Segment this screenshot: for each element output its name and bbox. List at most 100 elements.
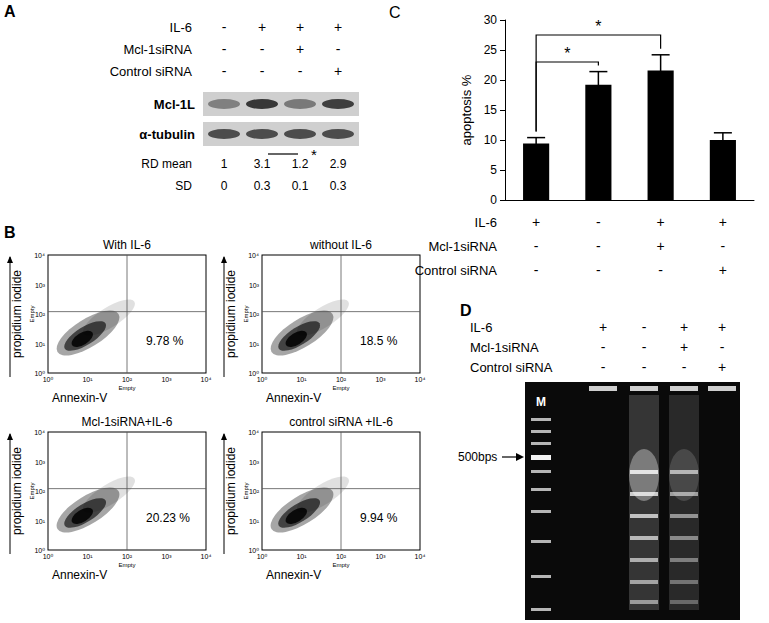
svg-text:apoptosis %: apoptosis % (459, 74, 474, 145)
svg-text:10¹: 10¹ (35, 518, 46, 525)
svg-text:500bps: 500bps (458, 450, 497, 464)
svg-text:Control siRNA: Control siRNA (470, 360, 553, 375)
svg-text:-: - (336, 41, 341, 57)
svg-text:10²: 10² (249, 311, 260, 318)
svg-text:10³: 10³ (35, 459, 46, 466)
svg-text:10¹: 10¹ (249, 518, 260, 525)
svg-text:30: 30 (484, 13, 498, 27)
svg-text:+: + (258, 19, 266, 35)
svg-text:*: * (564, 45, 570, 62)
svg-text:0.1: 0.1 (292, 179, 309, 193)
svg-text:Empty: Empty (29, 482, 35, 499)
svg-text:10³: 10³ (249, 282, 260, 289)
svg-text:10¹: 10¹ (296, 376, 307, 383)
svg-text:+: + (296, 19, 304, 35)
svg-text:10⁰: 10⁰ (34, 547, 45, 554)
svg-text:1.2: 1.2 (292, 157, 309, 171)
svg-text:IL-6: IL-6 (475, 215, 497, 230)
svg-text:Mcl-1siRNA+IL-6: Mcl-1siRNA+IL-6 (81, 415, 172, 429)
svg-text:propidium iodide: propidium iodide (224, 447, 238, 535)
svg-text:*: * (595, 18, 601, 35)
svg-text:IL-6: IL-6 (470, 320, 492, 335)
svg-text:10¹: 10¹ (296, 553, 307, 560)
svg-text:Mcl-1L: Mcl-1L (154, 97, 195, 112)
svg-text:10⁰: 10⁰ (43, 553, 54, 560)
svg-text:Annexin-V: Annexin-V (266, 568, 321, 582)
svg-text:+: + (334, 19, 342, 35)
svg-text:Empty: Empty (243, 305, 249, 322)
svg-text:-: - (534, 238, 539, 254)
svg-text:+: + (719, 214, 727, 230)
svg-text:Empty: Empty (118, 385, 135, 391)
svg-text:0.3: 0.3 (254, 179, 271, 193)
svg-text:15: 15 (484, 103, 498, 117)
svg-text:10³: 10³ (249, 459, 260, 466)
svg-text:M: M (536, 395, 546, 409)
svg-text:20.23 %: 20.23 % (146, 511, 190, 525)
svg-text:Empty: Empty (332, 385, 349, 391)
svg-text:10⁰: 10⁰ (257, 553, 268, 560)
svg-text:-: - (642, 359, 647, 375)
svg-text:10⁴: 10⁴ (248, 252, 259, 259)
svg-text:control siRNA +IL-6: control siRNA +IL-6 (289, 415, 393, 429)
svg-text:10⁴: 10⁴ (201, 553, 212, 560)
svg-text:10⁰: 10⁰ (257, 376, 268, 383)
svg-text:Empty: Empty (29, 305, 35, 322)
svg-text:+: + (680, 339, 688, 355)
svg-text:propidium iodide: propidium iodide (224, 270, 238, 358)
svg-text:propidium iodide: propidium iodide (10, 447, 24, 535)
svg-text:10¹: 10¹ (82, 553, 93, 560)
svg-text:+: + (680, 319, 688, 335)
svg-text:D: D (460, 302, 472, 319)
svg-text:10⁰: 10⁰ (34, 370, 45, 377)
svg-text:without IL-6: without IL-6 (309, 238, 372, 252)
svg-text:propidium iodide: propidium iodide (10, 270, 24, 358)
svg-text:-: - (642, 319, 647, 335)
svg-text:+: + (657, 214, 665, 230)
svg-text:10¹: 10¹ (82, 376, 93, 383)
svg-text:10: 10 (484, 133, 498, 147)
svg-text:1: 1 (221, 157, 228, 171)
svg-text:-: - (596, 262, 601, 278)
svg-text:20: 20 (484, 73, 498, 87)
svg-text:IL-6: IL-6 (170, 20, 192, 35)
svg-text:10²: 10² (122, 553, 133, 560)
svg-text:9.78 %: 9.78 % (146, 334, 184, 348)
svg-text:-: - (260, 41, 265, 57)
svg-text:10⁴: 10⁴ (34, 252, 45, 259)
svg-text:10³: 10³ (161, 553, 172, 560)
svg-text:+: + (599, 319, 607, 335)
svg-text:+: + (657, 238, 665, 254)
svg-text:10³: 10³ (35, 282, 46, 289)
svg-text:0.3: 0.3 (330, 179, 347, 193)
svg-text:-: - (721, 238, 726, 254)
svg-text:10⁴: 10⁴ (201, 376, 212, 383)
svg-text:Mcl-1siRNA: Mcl-1siRNA (123, 42, 192, 57)
svg-text:+: + (718, 359, 726, 375)
svg-text:+: + (532, 214, 540, 230)
svg-text:Mcl-1siRNA: Mcl-1siRNA (470, 340, 539, 355)
svg-text:9.94 %: 9.94 % (360, 511, 398, 525)
svg-text:Annexin-V: Annexin-V (52, 391, 107, 405)
svg-text:B: B (4, 224, 16, 241)
svg-text:0: 0 (221, 179, 228, 193)
svg-text:-: - (222, 63, 227, 79)
svg-text:10²: 10² (249, 488, 260, 495)
svg-text:-: - (596, 238, 601, 254)
svg-text:Mcl-1siRNA: Mcl-1siRNA (428, 239, 497, 254)
svg-text:+: + (334, 63, 342, 79)
svg-text:2.9: 2.9 (330, 157, 347, 171)
svg-text:With IL-6: With IL-6 (103, 238, 151, 252)
svg-text:10⁴: 10⁴ (248, 429, 259, 436)
svg-text:18.5 %: 18.5 % (360, 334, 398, 348)
svg-text:10¹: 10¹ (249, 341, 260, 348)
svg-text:SD: SD (175, 179, 192, 193)
svg-text:10³: 10³ (375, 376, 386, 383)
svg-text:10²: 10² (122, 376, 133, 383)
svg-text:10¹: 10¹ (35, 341, 46, 348)
svg-text:0: 0 (490, 193, 497, 207)
svg-text:Annexin-V: Annexin-V (52, 568, 107, 582)
svg-text:-: - (658, 262, 663, 278)
svg-text:RD mean: RD mean (141, 157, 192, 171)
svg-text:10²: 10² (35, 311, 46, 318)
